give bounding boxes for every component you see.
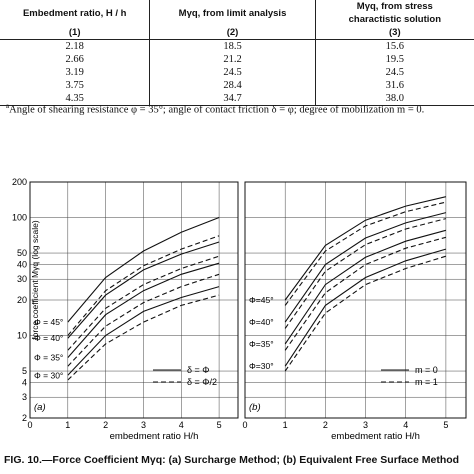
series-line-phi-30-solid bbox=[284, 248, 447, 367]
curve-label: Φ = 40° bbox=[34, 333, 63, 343]
x-tick-label: 4 bbox=[403, 420, 408, 430]
table-cell: 18.5 bbox=[149, 39, 316, 53]
legend-label: δ = Φ bbox=[187, 365, 209, 375]
chart-panel-b: 0 1 2 3 4 5 embedment ratio H/h (b) Φ=45° Φ=40° Φ=… bbox=[242, 181, 467, 442]
series-line-phi-40-dashed bbox=[67, 255, 220, 351]
panel-label: (b) bbox=[249, 402, 261, 413]
series-line-phi-35-solid bbox=[67, 262, 220, 358]
y-tick-label: 30 bbox=[17, 274, 27, 284]
curve-label: Φ=45° bbox=[249, 295, 274, 305]
table-header-embedment: Embedment ratio, H / h bbox=[22, 7, 127, 19]
table-row: 3.19 24.5 24.5 bbox=[0, 66, 474, 79]
curve-label: Φ=40° bbox=[249, 317, 274, 327]
y-tick-label: 5 bbox=[22, 366, 27, 376]
series-line-phi-40-solid bbox=[284, 212, 447, 323]
panel-label: (a) bbox=[34, 402, 46, 413]
x-axis-label: embedment ratio H/h bbox=[110, 431, 199, 442]
series-line-phi-35-dashed bbox=[67, 273, 220, 367]
series-line-phi-30-solid bbox=[67, 286, 220, 376]
y-tick-label: 50 bbox=[17, 248, 27, 258]
table-cell: 21.2 bbox=[149, 53, 316, 66]
x-tick-label: 2 bbox=[323, 420, 328, 430]
table-header-col-number: (3) bbox=[314, 26, 474, 40]
footnote-marker: a bbox=[6, 102, 10, 110]
x-axis-label: embedment ratio H/h bbox=[331, 431, 420, 442]
plot-frame bbox=[29, 181, 239, 419]
table-header-limit-analysis: Mγq, from limit analysis bbox=[149, 0, 316, 26]
series-line-phi-45-dashed bbox=[284, 201, 447, 306]
table-cell: 15.6 bbox=[314, 39, 474, 53]
table-header-col-number: (2) bbox=[149, 26, 316, 40]
table-cell: 4.35 bbox=[0, 92, 150, 106]
legend-label: m = 1 bbox=[415, 377, 438, 387]
legend-label: m = 0 bbox=[415, 365, 438, 375]
table-cell: 2.66 bbox=[65, 54, 84, 65]
plot-frame bbox=[244, 181, 467, 419]
x-tick-label: 0 bbox=[242, 420, 247, 430]
x-tick-label: 1 bbox=[65, 420, 70, 430]
curve-label: Φ = 30° bbox=[34, 370, 63, 380]
curve-label: Φ=30° bbox=[249, 361, 274, 371]
table-cell: 31.6 bbox=[314, 79, 474, 92]
table-footnote: aAngle of shearing resistance φ = 35°; a… bbox=[6, 100, 471, 117]
table-header-col-number: (1) bbox=[0, 26, 150, 40]
series-line-phi-30-dashed bbox=[67, 294, 220, 381]
table-row: 2.66 21.2 19.5 bbox=[0, 53, 474, 66]
y-tick-label: 200 bbox=[12, 177, 27, 187]
table-cell: 24.5 bbox=[149, 66, 316, 79]
table-cell: 19.5 bbox=[314, 53, 474, 66]
x-tick-label: 5 bbox=[217, 420, 222, 430]
curve-label: Φ=35° bbox=[249, 339, 274, 349]
table-row: 2.18 18.5 15.6 bbox=[0, 39, 474, 53]
curve-label: Φ = 35° bbox=[34, 353, 63, 363]
y-tick-label: 20 bbox=[17, 295, 27, 305]
y-axis-label: force coefficient Mγq (log scale) bbox=[30, 220, 40, 340]
x-tick-label: 2 bbox=[103, 420, 108, 430]
y-tick-label: 3 bbox=[22, 392, 27, 402]
y-tick-label: 40 bbox=[17, 259, 27, 269]
footnote-text: Angle of shearing resistance φ = 35°; an… bbox=[9, 104, 425, 116]
series-line-phi-30-dashed bbox=[284, 255, 447, 372]
table-row: 3.75 28.4 31.6 bbox=[0, 79, 474, 92]
x-tick-label: 4 bbox=[179, 420, 184, 430]
table-header-stress-solution: Mγq, from stress charactistic solution bbox=[314, 0, 474, 26]
series-line-phi-35-dashed bbox=[284, 236, 447, 351]
x-tick-label: 5 bbox=[443, 420, 448, 430]
x-tick-label: 0 bbox=[27, 420, 32, 430]
legend-label: δ = Φ/2 bbox=[187, 377, 217, 387]
table-cell: 3.75 bbox=[65, 80, 84, 91]
table-cell: 24.5 bbox=[314, 66, 474, 79]
table-cell: 34.7 bbox=[149, 92, 316, 106]
table-row: 4.35 34.7 38.0 bbox=[0, 92, 474, 106]
x-tick-label: 3 bbox=[141, 420, 146, 430]
y-tick-label: 100 bbox=[12, 213, 27, 223]
table-cell: 3.19 bbox=[65, 67, 84, 78]
y-tick-label: 2 bbox=[22, 413, 27, 423]
results-table: Embedment ratio, H / h Mγq, from limit a… bbox=[0, 0, 474, 106]
table-cell: 38.0 bbox=[314, 92, 474, 106]
series-line-phi-40-solid bbox=[67, 241, 220, 339]
series-line-phi-35-solid bbox=[284, 229, 447, 345]
y-tick-label: 4 bbox=[22, 377, 27, 387]
x-tick-label: 1 bbox=[283, 420, 288, 430]
y-tick-label: 10 bbox=[17, 331, 27, 341]
table-cell: 28.4 bbox=[149, 79, 316, 92]
figure-caption: FIG. 10.—Force Coefficient Mγq: (a) Surc… bbox=[4, 454, 460, 466]
curve-label: Φ = 45° bbox=[34, 317, 63, 327]
series-line-phi-45-solid bbox=[67, 216, 220, 323]
series-line-phi-45-solid bbox=[284, 196, 447, 301]
table-cell: 2.18 bbox=[65, 41, 84, 52]
x-tick-label: 3 bbox=[363, 420, 368, 430]
